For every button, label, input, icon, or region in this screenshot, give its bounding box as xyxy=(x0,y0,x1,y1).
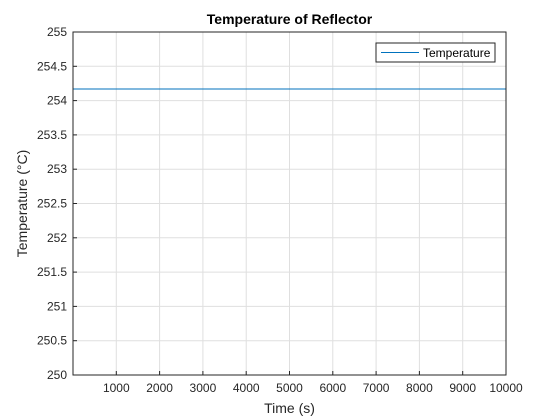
x-tick-label: 1000 xyxy=(103,381,130,395)
chart-title: Temperature of Reflector xyxy=(207,11,373,27)
x-tick-label: 3000 xyxy=(190,381,217,395)
y-tick-label: 251.5 xyxy=(37,265,67,279)
legend-box xyxy=(375,42,496,63)
x-axis-label: Time (s) xyxy=(264,400,315,416)
x-tick-label: 7000 xyxy=(363,381,390,395)
y-tick-label: 250 xyxy=(47,368,67,382)
y-tick-label: 252 xyxy=(47,231,67,245)
y-tick-label: 253 xyxy=(47,162,67,176)
y-tick-label: 255 xyxy=(47,25,67,39)
x-tick-label: 10000 xyxy=(489,381,523,395)
x-tick-label: 5000 xyxy=(276,381,303,395)
y-tick-label: 251 xyxy=(47,299,67,313)
x-tick-label: 6000 xyxy=(319,381,346,395)
y-tick-label: 254.5 xyxy=(37,59,67,73)
y-tick-label: 250.5 xyxy=(37,334,67,348)
y-tick-label: 253.5 xyxy=(37,128,67,142)
x-tick-label: 4000 xyxy=(233,381,260,395)
legend-entry-temperature: Temperature xyxy=(423,46,491,60)
x-tick-label: 2000 xyxy=(146,381,173,395)
y-tick-label: 252.5 xyxy=(37,197,67,211)
y-axis-label: Temperature (°C) xyxy=(14,150,30,258)
x-tick-label: 8000 xyxy=(406,381,433,395)
x-tick-label: 9000 xyxy=(449,381,476,395)
y-tick-label: 254 xyxy=(47,94,67,108)
legend: Temperature xyxy=(375,42,496,63)
ticks: 1000 2000 3000 4000 5000 6000 7000 8000 9000 1000… xyxy=(37,25,523,395)
